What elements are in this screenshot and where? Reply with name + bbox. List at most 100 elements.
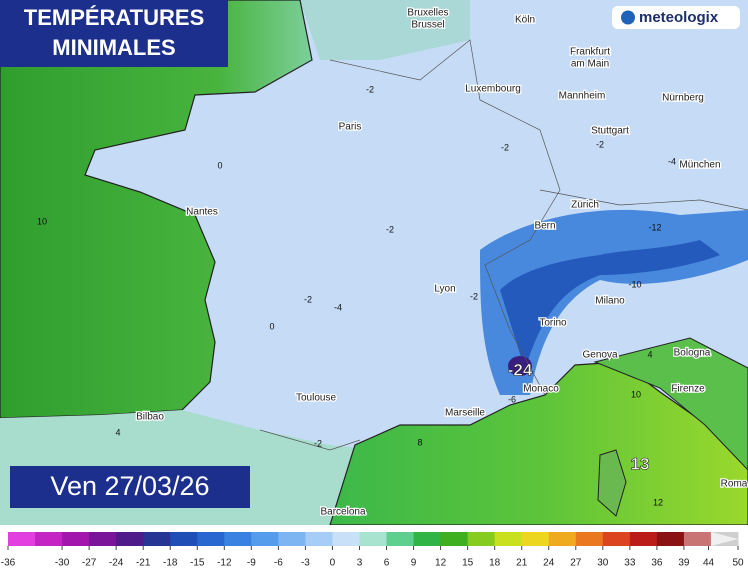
title-box	[0, 0, 228, 67]
city-label: Stuttgart	[591, 126, 629, 137]
cold-spot	[508, 356, 532, 376]
contour-label: 10	[631, 389, 641, 399]
legend-tick-label: 15	[462, 558, 474, 569]
legend-tick-label: 44	[703, 558, 715, 569]
legend-swatch	[494, 532, 523, 546]
contour-label: 4	[647, 349, 652, 359]
legend-tick-label: 33	[624, 558, 636, 569]
city-label: Genova	[582, 350, 617, 361]
city-label: Paris	[339, 122, 362, 133]
legend-tick-label: 30	[597, 558, 609, 569]
contour-label: 0	[269, 321, 274, 331]
brand: meteologix	[639, 9, 719, 26]
contour-label: -2	[386, 224, 394, 234]
legend-swatch	[386, 532, 415, 546]
city-label: Brussel	[411, 20, 444, 31]
contour-label: -24	[508, 360, 533, 379]
legend-swatch	[359, 532, 388, 546]
city-label: am Main	[571, 59, 609, 70]
city-label: Toulouse	[296, 393, 336, 404]
legend-swatch	[332, 532, 360, 546]
legend-tick-label: -9	[247, 558, 256, 569]
legend-tick-label: 24	[543, 558, 555, 569]
legend-swatch	[413, 532, 442, 546]
contour-label: -2	[501, 142, 509, 152]
legend-tick-label: 21	[516, 558, 528, 569]
legend-tick-label: 27	[570, 558, 582, 569]
legend-tick-label: 36	[651, 558, 663, 569]
city-label: Luxembourg	[465, 84, 521, 95]
legend-swatch	[8, 532, 36, 546]
city-label: Milano	[595, 296, 625, 307]
date: Ven 27/03/26	[50, 471, 209, 501]
legend-tick-label: 50	[732, 558, 744, 569]
legend-swatch	[116, 532, 144, 546]
legend-swatch	[683, 532, 712, 546]
legend-tick-label: -3	[301, 558, 310, 569]
city-label: Nantes	[186, 207, 218, 218]
city-label: Köln	[515, 15, 535, 26]
alps-core	[500, 240, 720, 370]
legend-tick-label: -36	[1, 558, 16, 569]
legend-swatch	[305, 532, 333, 546]
legend-tick-label: -12	[217, 558, 232, 569]
city-label: Mannheim	[559, 91, 606, 102]
legend-tick-label: 39	[678, 558, 690, 569]
city-label: Torino	[539, 318, 567, 329]
legend-swatch	[575, 532, 604, 546]
legend-swatch	[521, 532, 550, 546]
city-label: Monaco	[523, 384, 559, 395]
contour-label: -2	[304, 294, 312, 304]
city-label: Lyon	[434, 284, 455, 295]
date-box	[10, 466, 250, 508]
city-label: Firenze	[671, 384, 705, 395]
legend-arrow	[710, 532, 738, 546]
contour-label: 12	[653, 497, 663, 507]
contour-label: -6	[508, 394, 516, 404]
city-label: Bilbao	[136, 412, 164, 423]
legend-tick-label: 0	[330, 558, 336, 569]
legend-swatch	[440, 532, 469, 546]
title-line: MINIMALES	[52, 35, 175, 60]
legend-swatch	[278, 532, 306, 546]
legend-tick-label: -21	[136, 558, 151, 569]
legend-swatch	[197, 532, 225, 546]
legend-tick-label: -27	[82, 558, 97, 569]
contour-label: 4	[115, 427, 120, 437]
contour-label: 0	[217, 160, 222, 170]
legend-swatch	[548, 532, 577, 546]
legend-tick-label: 12	[435, 558, 447, 569]
contour-label: -2	[314, 438, 322, 448]
legend-tick-label: -6	[274, 558, 283, 569]
legend-swatch	[656, 532, 685, 546]
legend-tick-label: -30	[55, 558, 70, 569]
city-label: Marseille	[445, 408, 485, 419]
legend-tick-label: -18	[163, 558, 178, 569]
land-north	[300, 0, 470, 60]
legend-tick-label: -15	[190, 558, 205, 569]
legend-tick-label: 9	[411, 558, 417, 569]
city-label: Bologna	[674, 348, 711, 359]
contour-label: -4	[668, 156, 676, 166]
contour-label: 13	[631, 454, 650, 473]
legend-swatch	[467, 532, 496, 546]
contour-label: 8	[417, 437, 422, 447]
city-label: Nürnberg	[662, 93, 704, 104]
city-label: Bruxelles	[407, 8, 448, 19]
city-label: Roma	[721, 479, 748, 490]
mediterranean	[329, 361, 748, 526]
legend-swatch	[170, 532, 198, 546]
legend-swatch	[143, 532, 171, 546]
legend-swatch	[62, 532, 90, 546]
contour-label: -2	[596, 139, 604, 149]
legend-swatch	[35, 532, 63, 546]
legend-swatch	[629, 532, 658, 546]
legend-tick-label: 3	[357, 558, 363, 569]
brand-icon	[621, 10, 635, 25]
borders	[259, 39, 748, 451]
corsica	[597, 449, 627, 517]
legend-tick-label: 18	[489, 558, 501, 569]
city-label: Zürich	[571, 200, 599, 211]
city-label: Frankfurt	[570, 47, 610, 58]
